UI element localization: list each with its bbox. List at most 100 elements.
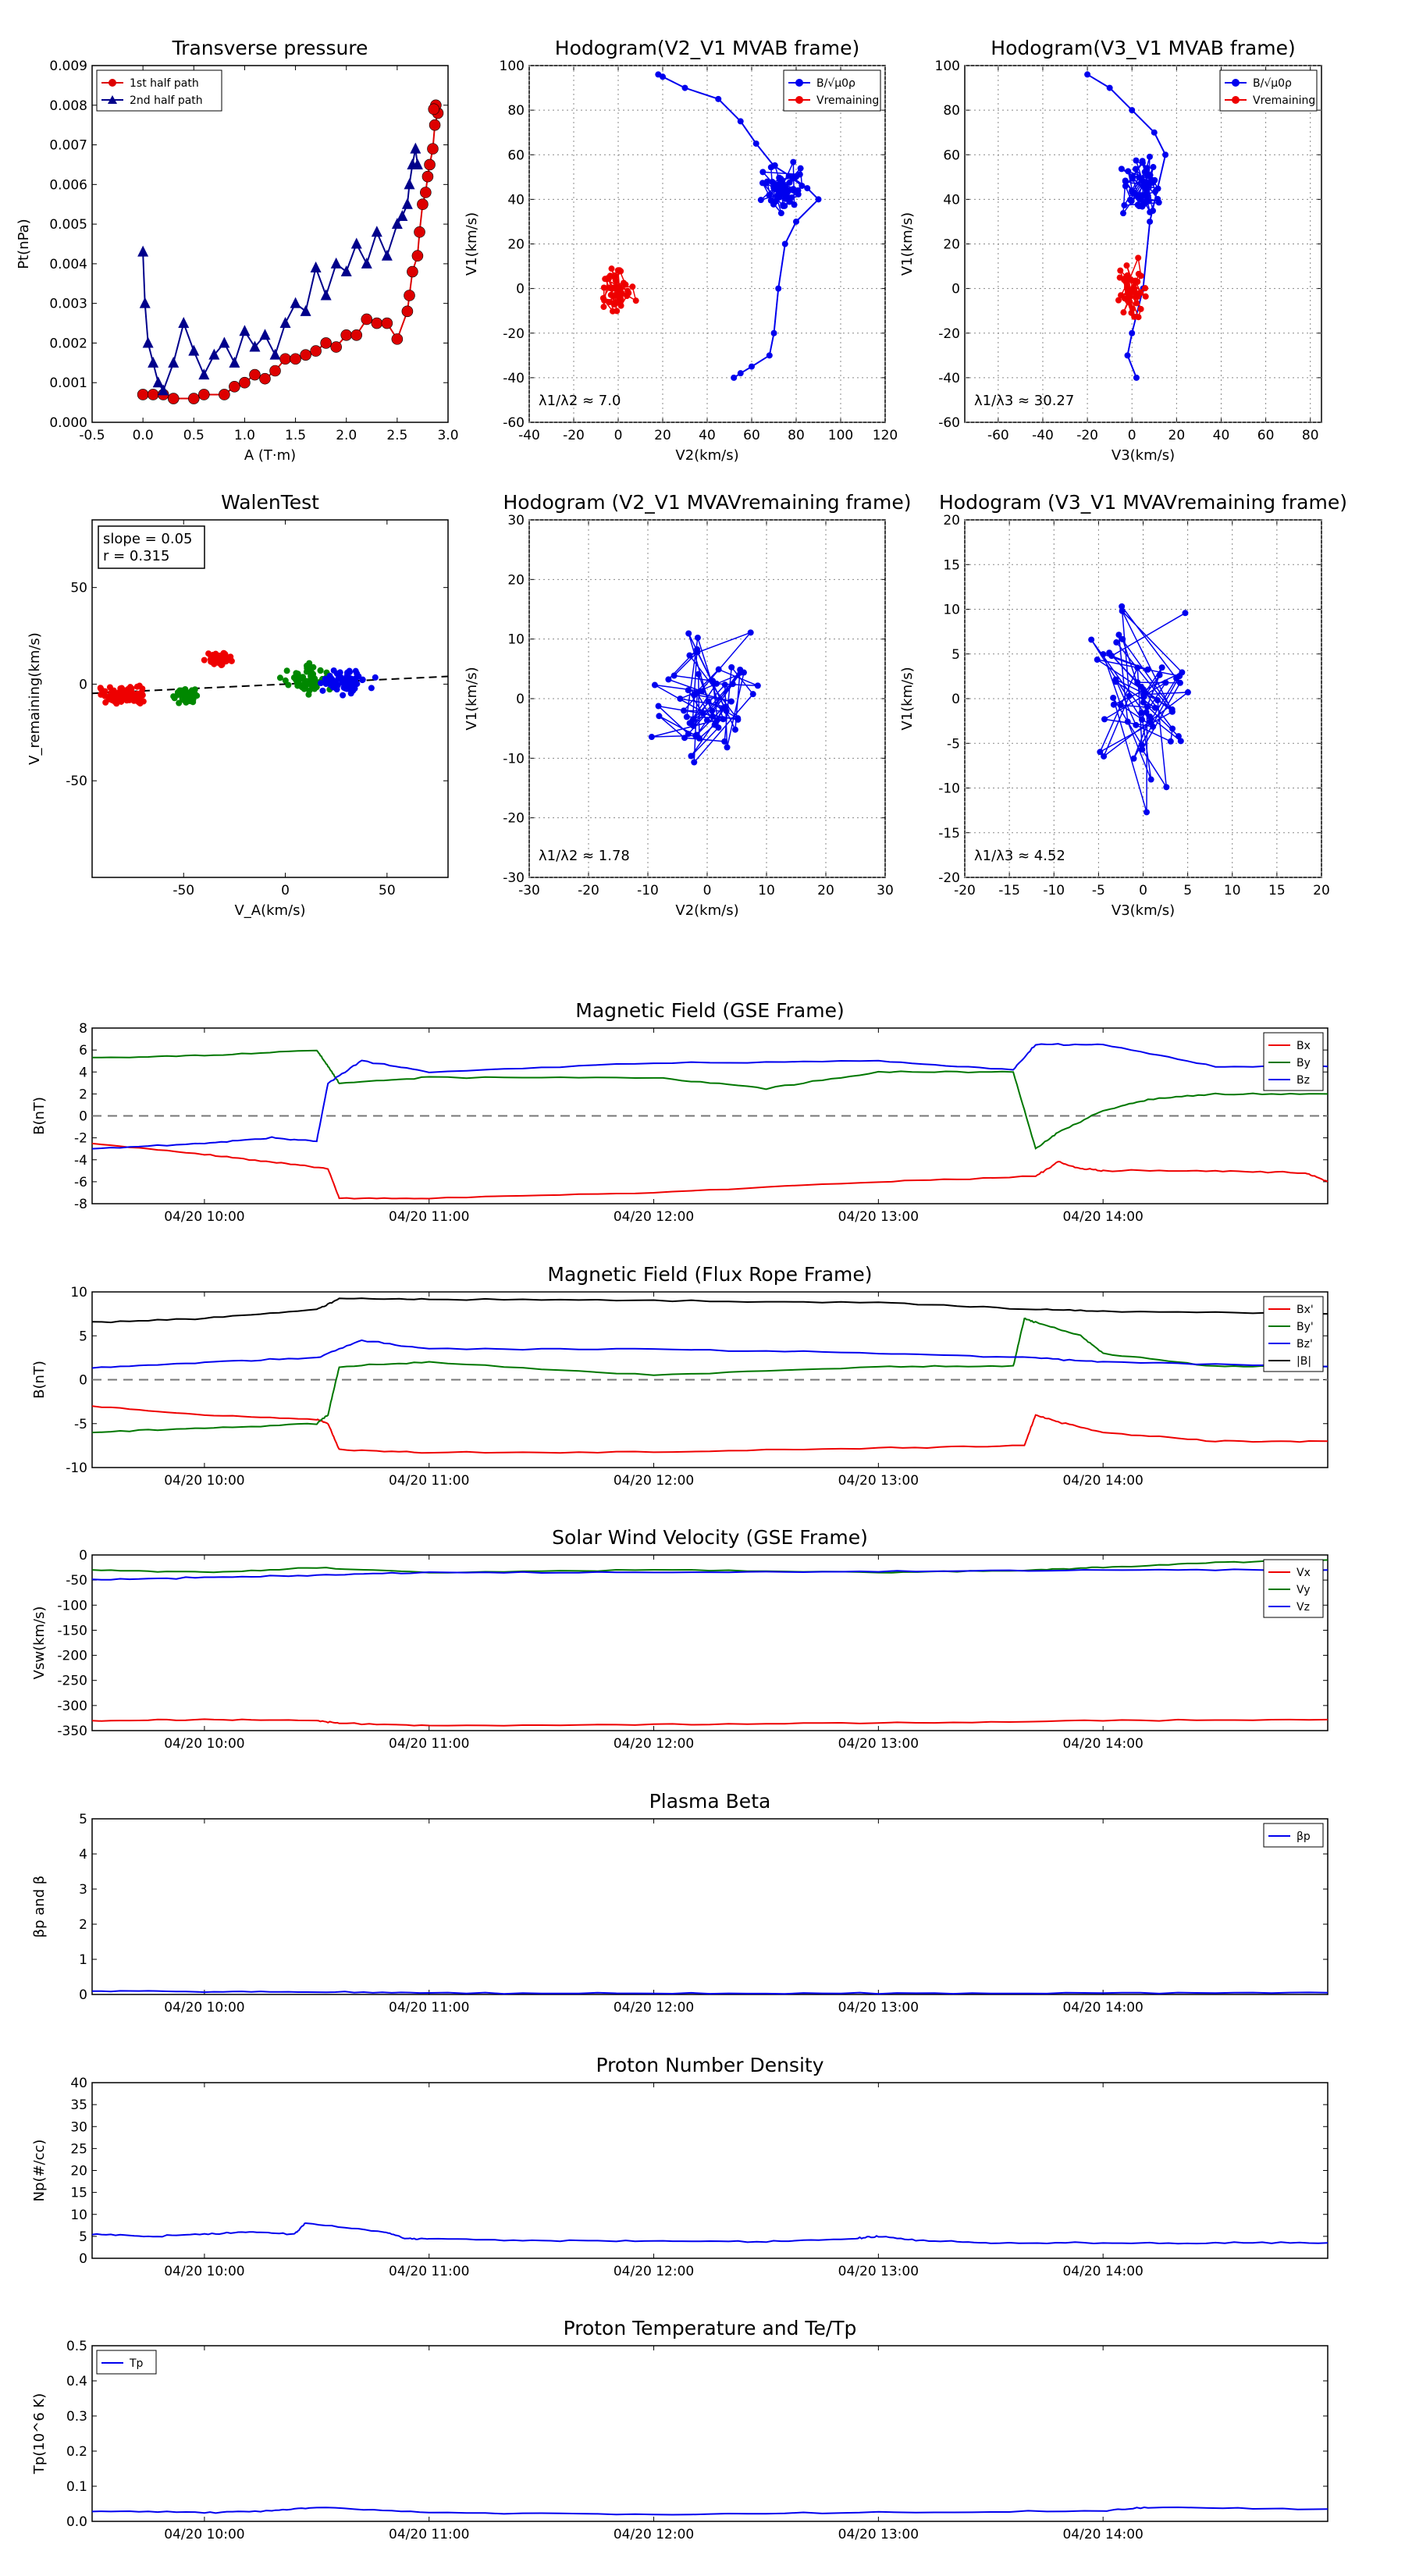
hodogram-point [1137,305,1144,312]
chart-title: Hodogram (V3_V1 MVAVremaining frame) [939,491,1347,514]
hodogram-point [781,195,788,202]
x-tick-label: 04/20 11:00 [389,1209,469,1225]
data-point [350,237,362,249]
hodogram-point [735,715,742,722]
x-tick-label: 20 [817,883,834,898]
hodogram-point [799,182,806,189]
x-tick-label: 04/20 13:00 [838,1209,919,1225]
data-point [766,352,773,359]
x-tick-label: 15 [1268,883,1286,898]
data-point [259,329,271,340]
x-tick-label: 04/20 10:00 [164,1209,244,1225]
y-axis-label: V1(km/s) [464,212,480,276]
hodogram-point [1126,290,1133,297]
y-tick-label: 0.002 [49,336,87,351]
hodogram-point [611,301,618,308]
data-point [427,143,439,155]
hodogram-point [1162,679,1169,686]
data-point [788,173,795,180]
y-tick-label: -20 [938,870,960,886]
y-tick-label: 0.000 [49,415,87,431]
data-point [229,380,240,393]
walen-point [285,681,292,688]
data-point [198,368,210,380]
y-tick-label: -10 [938,781,960,797]
hodogram-point [1122,183,1129,190]
y-tick-label: 0.008 [49,98,87,114]
data-point [371,317,383,329]
data-point [290,297,301,308]
y-tick-label: -30 [503,870,525,886]
y-tick-label: 4 [79,1065,87,1080]
hodogram-point [1121,201,1128,208]
hodogram-point [1132,277,1139,284]
data-point [142,336,154,348]
data-point [158,384,169,396]
data-point [1129,107,1136,114]
y-tick-label: -50 [66,1573,87,1589]
data-point [407,265,418,278]
legend-label: By' [1297,1321,1314,1333]
walen-point [368,685,375,692]
hodogram-point [1137,290,1144,297]
walen-point [114,692,121,699]
hodogram-point [1134,664,1141,671]
hodogram-point [694,634,701,641]
hodogram-point [1147,776,1154,783]
walen-point [352,680,359,687]
x-tick-label: 04/20 10:00 [164,1473,244,1489]
hodogram-point [617,299,624,306]
x-tick-label: -15 [998,883,1020,898]
x-tick-label: -40 [1032,428,1054,443]
legend-label: Vy [1297,1584,1311,1596]
y-tick-label: 40 [507,192,525,208]
y-tick-label: 30 [70,2119,87,2135]
data-point [424,158,436,171]
x-axis-label: A (T·m) [244,447,296,464]
y-tick-label: 2 [79,1087,87,1102]
chart-plasma_beta: Plasma Beta 0 1 2 3 4 5 04/20 10:00 04/20 11:00 0… [31,1790,1329,2016]
data-point [1151,129,1158,136]
data-point [330,341,342,353]
hodogram-point [715,666,722,673]
x-axis-label: V_A(km/s) [234,902,305,919]
y-tick-label: 5 [79,1329,87,1344]
hodogram-point [1132,165,1139,173]
chart-hodogram_remaining_v2: Hodogram (V2_V1 MVAVremaining frame)-30-… [464,491,912,919]
y-tick-label: 15 [943,557,960,573]
series-line [91,1718,1329,1727]
hodogram-point [709,707,716,714]
hodogram-point [731,726,738,733]
data-point [401,305,414,318]
hodogram-point [606,284,613,291]
legend-marker [108,95,117,104]
y-tick-label: 5 [79,1812,87,1827]
chart-mag_gse: Magnetic Field (GSE Frame) -8 -6 -4 -2 0 2 4 6 8 0… [31,999,1329,1225]
y-tick-label: 20 [507,572,525,588]
eigen-ratio-label: λ1/λ2 ≈ 1.78 [539,848,630,864]
x-tick-label: 04/20 14:00 [1062,2264,1143,2279]
hodogram-point [689,717,696,724]
hodogram-point [720,716,727,723]
hodogram-point [777,181,784,188]
data-point [187,393,200,404]
walen-point [188,692,195,699]
hodogram-point [1138,710,1145,717]
hodogram-point [779,190,786,197]
data-point [770,329,777,336]
hodogram-point [1182,610,1189,617]
hodogram-point [1176,679,1183,686]
hodogram-point [1125,168,1132,175]
y-tick-label: -8 [74,1197,87,1212]
x-tick-label: 04/20 13:00 [838,2264,919,2279]
hodogram-point [759,169,767,176]
data-point [361,257,372,269]
hodogram-point [1150,164,1157,171]
hodogram-point [670,672,678,679]
hodogram-point [1129,305,1136,312]
walen-point [322,675,329,682]
hodogram-point [1184,688,1191,696]
hodogram-point [1112,676,1119,683]
walen-point [119,687,126,694]
walen-point [372,674,379,681]
